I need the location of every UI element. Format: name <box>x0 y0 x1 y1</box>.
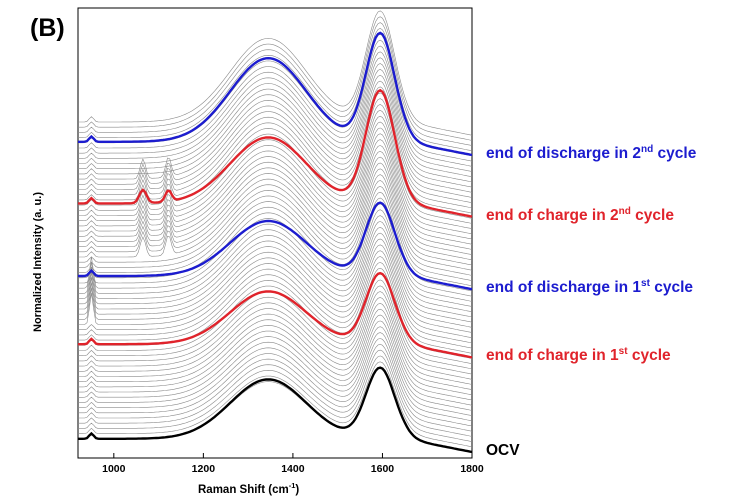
plot-frame <box>77 7 473 459</box>
series-label: end of discharge in 1st cycle <box>486 278 694 297</box>
background-spectrum <box>78 39 473 162</box>
background-spectrum <box>78 314 473 406</box>
background-spectrum <box>78 28 473 152</box>
background-spectrum <box>78 86 473 203</box>
background-spectrum <box>78 127 473 240</box>
series-end-of-charge-in-1st <box>78 271 473 359</box>
background-spectrum <box>78 320 473 411</box>
background-spectrum <box>78 57 473 177</box>
background-spectrum <box>78 338 473 427</box>
panel-label: (B) <box>30 14 65 42</box>
background-spectrum <box>78 10 473 136</box>
background-spectrum <box>78 191 473 297</box>
background-spectrum <box>78 308 473 401</box>
background-spectrum <box>78 326 473 416</box>
x-tick-label-1600: 1600 <box>371 463 395 475</box>
series-end-of-charge-in-2nd <box>78 88 473 218</box>
background-spectrum <box>78 215 473 318</box>
background-spectrum <box>78 180 473 287</box>
background-spectrum <box>78 174 473 281</box>
background-spectrum <box>78 302 473 396</box>
background-spectrum <box>78 256 473 354</box>
background-spectrum <box>78 238 473 338</box>
background-spectrum <box>78 244 473 344</box>
background-spectrum <box>78 22 473 146</box>
series-label: end of charge in 2nd cycle <box>486 205 674 224</box>
series-label: end of charge in 1st cycle <box>486 346 671 365</box>
series-label: OCV <box>486 442 520 459</box>
series-ocv <box>78 366 473 454</box>
background-spectrum <box>78 197 473 302</box>
background-spectrum <box>78 332 473 422</box>
background-spectrum <box>78 203 473 307</box>
series-end-of-discharge-in-1st <box>78 201 473 291</box>
background-spectrum <box>78 45 473 167</box>
x-axis-label: Raman Shift (cm-1) <box>198 481 300 496</box>
background-spectrum <box>78 156 473 266</box>
background-spectrum <box>78 150 473 261</box>
background-spectrum <box>78 232 473 333</box>
x-tick-label-1400: 1400 <box>281 463 305 475</box>
x-axis-ticks: 1000 1200 1400 1600 1800 <box>102 453 484 475</box>
background-spectrum <box>78 74 473 193</box>
x-tick-label-1200: 1200 <box>192 463 216 475</box>
background-spectrum <box>78 133 473 245</box>
y-axis-label: Normalized Intensity (a. u.) <box>32 192 44 332</box>
background-spectrum <box>78 80 473 198</box>
background-spectrum <box>78 92 473 209</box>
background-spectrum <box>78 104 473 219</box>
series-end-of-discharge-in-2nd <box>78 31 473 157</box>
spectra-group <box>78 10 473 454</box>
background-spectrum <box>78 139 473 250</box>
background-spectrum <box>78 51 473 172</box>
x-tick-label-1000: 1000 <box>102 463 126 475</box>
background-spectrum <box>78 109 473 224</box>
background-spectrum <box>78 115 473 229</box>
background-spectrum <box>78 121 473 235</box>
series-label: end of discharge in 2nd cycle <box>486 143 697 162</box>
background-spectrum <box>78 355 473 442</box>
background-spectrum <box>78 291 473 385</box>
background-spectrum <box>78 69 473 188</box>
background-spectrum <box>78 279 473 375</box>
background-spectrum <box>78 267 473 364</box>
background-spectrum <box>78 250 473 349</box>
background-spectrum <box>78 221 473 323</box>
background-spectrum <box>78 361 473 448</box>
background-spectrum <box>78 343 473 432</box>
background-spectrum <box>78 297 473 390</box>
background-spectrum <box>78 285 473 380</box>
background-spectrum <box>78 63 473 183</box>
background-spectrum <box>78 16 473 141</box>
background-spectrum <box>78 349 473 437</box>
background-spectrum <box>78 209 473 313</box>
background-spectrum <box>78 226 473 328</box>
background-spectrum <box>78 168 473 276</box>
background-spectrum <box>78 145 473 255</box>
x-tick-label-1800: 1800 <box>460 463 484 475</box>
background-spectrum <box>78 162 473 271</box>
